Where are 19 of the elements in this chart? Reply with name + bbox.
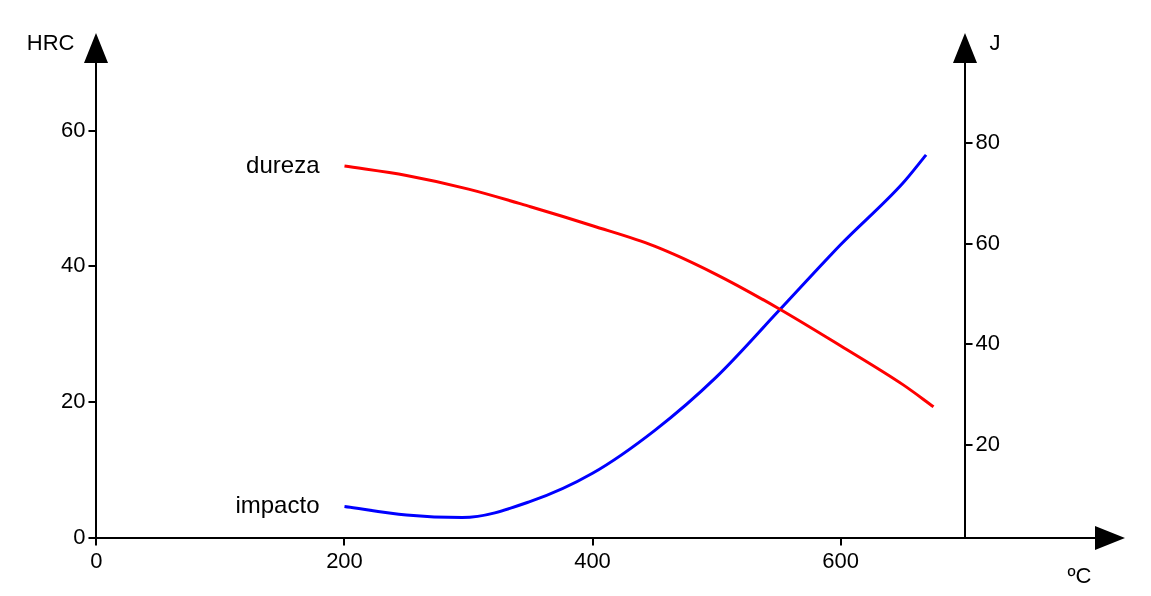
x-tick-label: 400 bbox=[574, 547, 611, 573]
y-tick-label: 20 bbox=[60, 388, 86, 414]
line-series bbox=[342, 164, 936, 409]
y-axis-title: HRC bbox=[26, 30, 75, 56]
y-tick-label: 40 bbox=[60, 252, 86, 278]
x-axis-title: ºC bbox=[1067, 562, 1092, 588]
x-tick-label: 600 bbox=[822, 547, 859, 573]
line-series bbox=[342, 153, 928, 520]
y2-tick-label: 80 bbox=[975, 129, 1001, 155]
x-tick-label: 0 bbox=[90, 547, 103, 573]
y2-tick-label: 20 bbox=[975, 430, 1001, 456]
y-tick-label: 0 bbox=[73, 523, 86, 549]
series-label: dureza bbox=[246, 150, 321, 178]
y2-tick-label: 60 bbox=[975, 229, 1001, 255]
y2-axis-title: J bbox=[989, 30, 1001, 56]
y2-tick-label: 40 bbox=[975, 330, 1001, 356]
series-label: impacto bbox=[235, 491, 320, 519]
x-tick-label: 200 bbox=[326, 547, 363, 573]
y-tick-label: 60 bbox=[60, 116, 86, 142]
